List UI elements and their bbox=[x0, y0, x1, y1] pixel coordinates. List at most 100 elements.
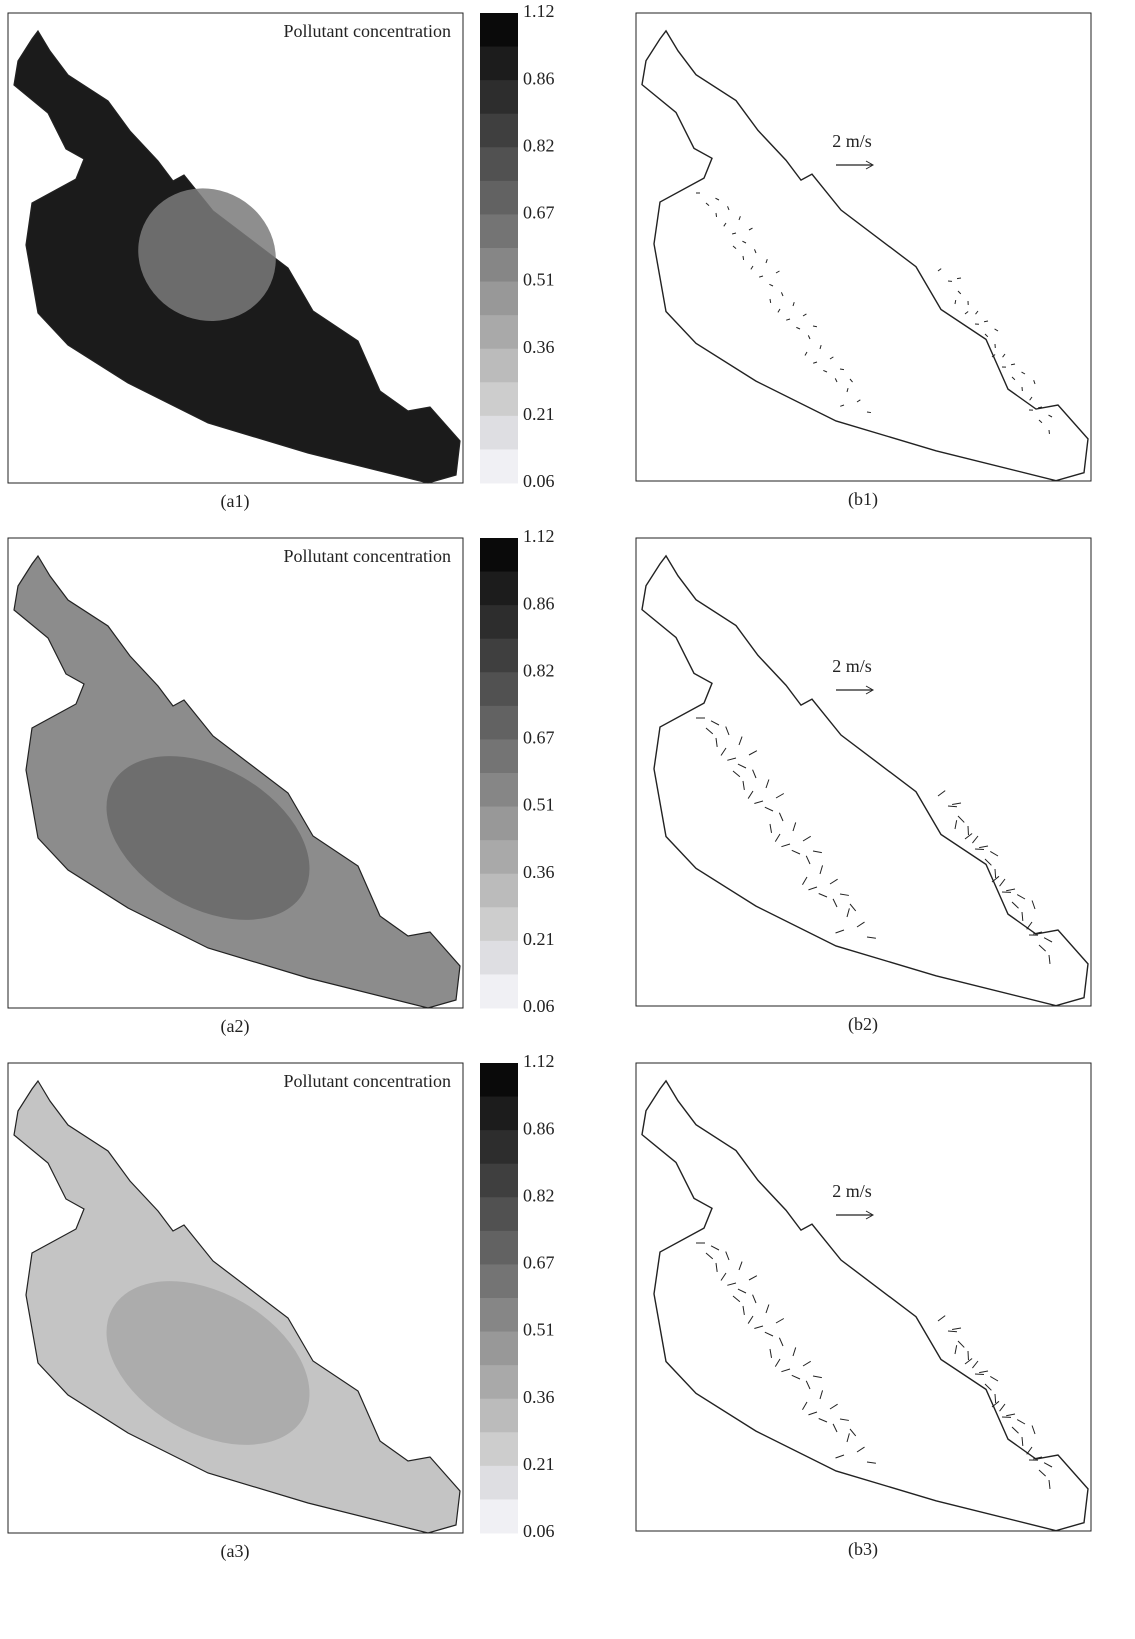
panel-label: (b2) bbox=[848, 1014, 878, 1035]
map-title: Pollutant concentration bbox=[284, 546, 451, 566]
colorbar: 1.120.860.820.670.510.360.210.06 bbox=[480, 1051, 555, 1541]
map-panel: Pollutant concentration bbox=[8, 538, 463, 1008]
colorbar-band bbox=[480, 974, 518, 1008]
flow-vector bbox=[972, 1361, 978, 1368]
colorbar-tick-label: 0.06 bbox=[523, 996, 555, 1016]
colorbar-band bbox=[480, 1499, 518, 1533]
flow-vector bbox=[1012, 377, 1015, 380]
flow-vector bbox=[955, 1345, 957, 1354]
colorbar-tick-label: 0.06 bbox=[523, 1521, 555, 1541]
flow-vector bbox=[1022, 912, 1023, 921]
colorbar-tick-label: 1.12 bbox=[523, 526, 555, 546]
flow-vector bbox=[965, 312, 968, 314]
colorbar-tick-label: 0.86 bbox=[523, 1118, 555, 1138]
colorbar-tick-label: 1.12 bbox=[523, 1051, 555, 1071]
colorbar-band bbox=[480, 605, 518, 639]
colorbar-band bbox=[480, 214, 518, 248]
flow-vector bbox=[975, 849, 984, 850]
colorbar-tick-label: 0.67 bbox=[523, 203, 555, 223]
colorbar-tick-label: 0.67 bbox=[523, 1253, 555, 1273]
panel-label: (b1) bbox=[848, 489, 878, 510]
flow-vector bbox=[1032, 900, 1035, 909]
colorbar-band bbox=[480, 639, 518, 673]
flow-vector bbox=[955, 820, 957, 829]
flow-vector bbox=[1032, 1425, 1035, 1434]
flow-vector bbox=[938, 1316, 945, 1321]
flow-vector bbox=[1022, 1437, 1023, 1446]
flow-vector bbox=[1012, 902, 1019, 908]
colorbar-band bbox=[480, 248, 518, 282]
colorbar-tick-label: 0.36 bbox=[523, 337, 555, 357]
colorbar-band bbox=[480, 1164, 518, 1198]
flow-vector bbox=[990, 1376, 998, 1381]
colorbar-band bbox=[480, 874, 518, 908]
flow-vector bbox=[958, 816, 964, 822]
flow-vector bbox=[995, 329, 998, 331]
colorbar-tick-label: 0.36 bbox=[523, 1387, 555, 1407]
colorbar-band bbox=[480, 416, 518, 450]
flow-vector bbox=[995, 869, 996, 878]
flow-vector bbox=[1027, 922, 1032, 929]
colorbar-band bbox=[480, 349, 518, 383]
colorbar-tick-label: 0.82 bbox=[523, 135, 555, 155]
flow-vector bbox=[813, 326, 817, 327]
colorbar-tick-label: 1.12 bbox=[523, 1, 555, 21]
colorbar-band bbox=[480, 1332, 518, 1366]
flow-vector bbox=[938, 791, 945, 796]
flow-vector bbox=[1030, 397, 1032, 400]
colorbar-band bbox=[480, 181, 518, 215]
colorbar-band bbox=[480, 739, 518, 773]
figure: Pollutant concentration(a1)1.120.860.820… bbox=[0, 0, 1135, 1634]
lake-outline bbox=[642, 556, 1088, 1006]
colorbar-tick-label: 0.21 bbox=[523, 404, 555, 424]
flow-vector bbox=[840, 369, 844, 370]
colorbar-tick-label: 0.67 bbox=[523, 728, 555, 748]
lake-outline bbox=[642, 31, 1088, 481]
flow-vector bbox=[952, 1328, 961, 1329]
colorbar-band bbox=[480, 114, 518, 148]
flow-vector bbox=[1027, 1447, 1032, 1454]
flow-vector bbox=[975, 1374, 984, 1375]
flow-vector bbox=[976, 311, 978, 314]
colorbar-tick-label: 0.51 bbox=[523, 270, 555, 290]
flow-vector bbox=[867, 412, 871, 413]
map-title: Pollutant concentration bbox=[284, 1071, 451, 1091]
flow-vector bbox=[1017, 1420, 1025, 1424]
colorbar-band bbox=[480, 1466, 518, 1500]
map-panel: Pollutant concentration bbox=[8, 13, 463, 483]
colorbar-tick-label: 0.51 bbox=[523, 1320, 555, 1340]
vector-panel: 2 m/s bbox=[636, 1063, 1091, 1531]
flow-vector bbox=[1011, 364, 1015, 365]
colorbar-tick-label: 0.82 bbox=[523, 660, 555, 680]
colorbar-band bbox=[480, 1130, 518, 1164]
colorbar-band bbox=[480, 1063, 518, 1097]
flow-vector bbox=[984, 321, 988, 322]
vector-panel: 2 m/s bbox=[636, 13, 1091, 481]
flow-vector bbox=[948, 1331, 957, 1332]
flow-vector bbox=[938, 269, 941, 271]
colorbar-tick-label: 0.82 bbox=[523, 1185, 555, 1205]
flow-vector bbox=[958, 291, 961, 294]
colorbar-band bbox=[480, 706, 518, 740]
flow-vector bbox=[948, 806, 957, 807]
colorbar-band bbox=[480, 147, 518, 181]
colorbar-tick-label: 0.21 bbox=[523, 929, 555, 949]
vector-panel: 2 m/s bbox=[636, 538, 1091, 1006]
flow-vector bbox=[958, 1341, 964, 1347]
colorbar-band bbox=[480, 1298, 518, 1332]
colorbar-band bbox=[480, 1432, 518, 1466]
colorbar-band bbox=[480, 1399, 518, 1433]
colorbar: 1.120.860.820.670.510.360.210.06 bbox=[480, 1, 555, 491]
colorbar-band bbox=[480, 572, 518, 606]
colorbar-band bbox=[480, 1264, 518, 1298]
colorbar-band bbox=[480, 672, 518, 706]
flow-vector bbox=[1006, 1414, 1015, 1416]
colorbar-tick-label: 0.51 bbox=[523, 795, 555, 815]
flow-vector bbox=[979, 846, 988, 848]
scale-label: 2 m/s bbox=[832, 656, 872, 676]
flow-vector bbox=[1000, 879, 1005, 886]
colorbar-tick-label: 0.86 bbox=[523, 593, 555, 613]
flow-vector bbox=[1034, 380, 1035, 384]
colorbar: 1.120.860.820.670.510.360.210.06 bbox=[480, 526, 555, 1016]
flow-vector bbox=[1017, 895, 1025, 899]
